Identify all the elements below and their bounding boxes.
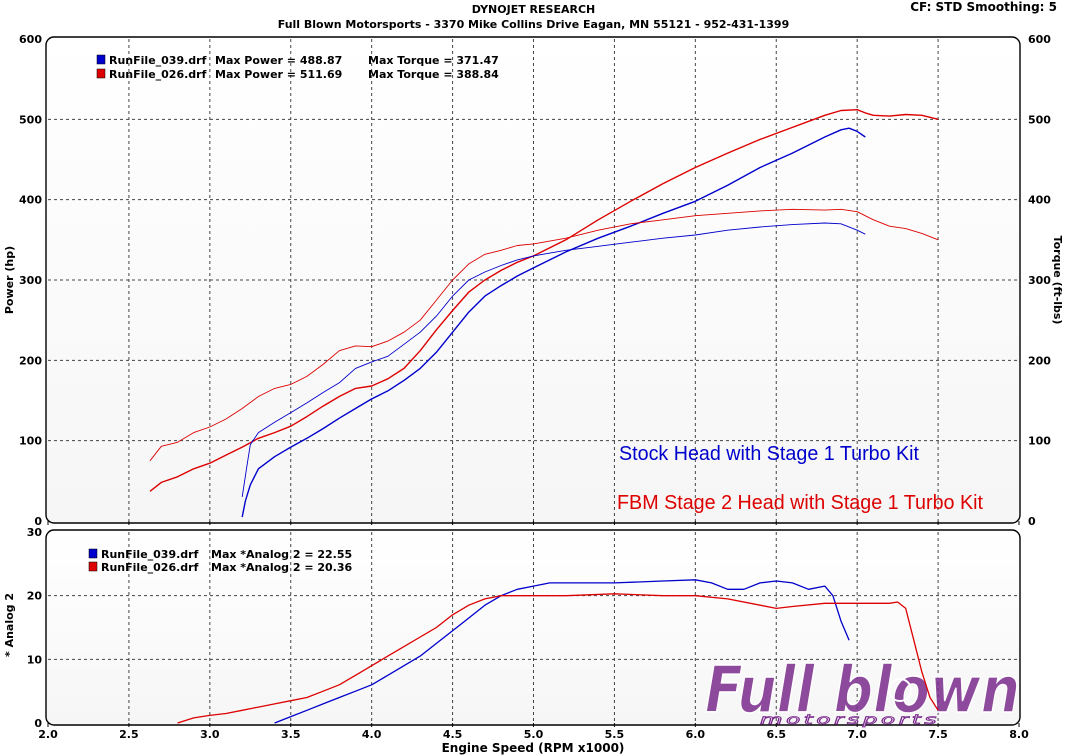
x-tick-label: 5.5 [605, 728, 625, 741]
legend-swatch [88, 548, 98, 559]
legend-swatch [96, 54, 106, 65]
legend-file: RunFile_026.drf [101, 561, 199, 574]
y2-tick-label: 0 [1028, 515, 1036, 528]
header-cf: CF: STD Smoothing: 5 [910, 0, 1057, 14]
x-tick-label: 4.0 [362, 728, 382, 741]
x-tick-label: 2.0 [38, 728, 58, 741]
y-tick-label: 100 [19, 435, 42, 448]
legend-max-analog: Max *Analog 2 = 20.36 [211, 561, 353, 574]
x-tick-label: 7.5 [928, 728, 948, 741]
y-axis-label: Power (hp) [3, 246, 16, 314]
y-tick-label: 10 [27, 653, 43, 666]
x-tick-label: 6.0 [686, 728, 706, 741]
legend-max-power: Max Power = 488.87 [215, 54, 342, 67]
series-line-blue-power [241, 127, 866, 518]
y-tick-label: 0 [34, 717, 42, 730]
logo-subtext: motorsports [760, 713, 940, 728]
x-tick-label: 3.0 [200, 728, 220, 741]
y-tick-label: 600 [19, 33, 42, 46]
x-tick-label: 3.5 [281, 728, 301, 741]
legend-max-torque: Max Torque = 371.47 [368, 54, 499, 67]
y-tick-label: 0 [34, 515, 42, 528]
x-tick-label: 2.5 [119, 728, 139, 741]
logo-text: Full blown [705, 654, 1020, 728]
annotation-fbm-head: FBM Stage 2 Head with Stage 1 Turbo Kit [617, 492, 983, 514]
x-tick-label: 4.5 [443, 728, 463, 741]
series-line-red-analog2 [177, 593, 939, 724]
header-title: DYNOJET RESEARCH [471, 3, 596, 16]
legend-swatch [88, 561, 98, 572]
y-tick-label: 30 [27, 526, 43, 539]
legend-file: RunFile_039.drf [109, 54, 207, 67]
legend-file: RunFile_026.drf [109, 68, 207, 81]
series-line-blue-torque [241, 222, 866, 497]
x-tick-label: 6.5 [767, 728, 787, 741]
y2-tick-label: 600 [1028, 33, 1051, 46]
annotation-stock-head: Stock Head with Stage 1 Turbo Kit [619, 443, 919, 465]
legend-max-torque: Max Torque = 388.84 [368, 68, 499, 81]
series-line-red-torque [149, 208, 939, 462]
y-tick-label: 400 [19, 194, 42, 207]
x-axis-label: Engine Speed (RPM x1000) [442, 741, 625, 755]
x-tick-label: 7.0 [847, 728, 867, 741]
y-tick-label: 500 [19, 113, 42, 126]
header-subtitle: Full Blown Motorsports - 3370 Mike Colli… [277, 18, 790, 31]
y-tick-label: 300 [19, 274, 42, 287]
legend-file: RunFile_039.drf [101, 548, 199, 561]
y-tick-label: 20 [27, 590, 43, 603]
x-tick-label: 8.0 [1009, 728, 1029, 741]
series-line-red-power [149, 108, 939, 492]
y2-tick-label: 100 [1028, 435, 1051, 448]
y2-tick-label: 300 [1028, 274, 1051, 287]
series-line-blue-analog2 [274, 579, 850, 724]
legend-swatch [96, 68, 106, 79]
legend-max-analog: Max *Analog 2 = 22.55 [211, 548, 352, 561]
y-axis-label: * Analog 2 [3, 593, 16, 657]
logo-turbo-icon [888, 678, 912, 702]
legend-max-power: Max Power = 511.69 [215, 68, 342, 81]
y2-tick-label: 200 [1028, 354, 1051, 367]
y2-axis-label: Torque (ft-lbs) [1051, 236, 1064, 325]
x-tick-label: 5.0 [524, 728, 544, 741]
y-tick-label: 200 [19, 354, 42, 367]
y2-tick-label: 500 [1028, 113, 1051, 126]
y2-tick-label: 400 [1028, 194, 1051, 207]
